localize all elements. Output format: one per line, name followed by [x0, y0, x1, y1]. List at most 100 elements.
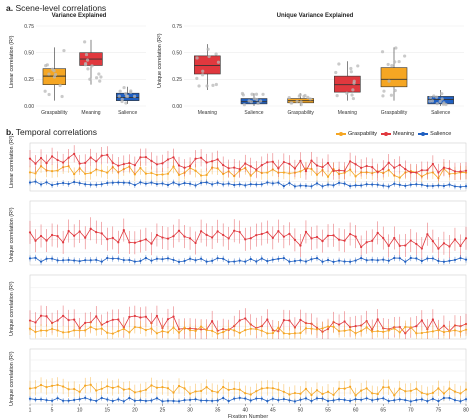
data-point [371, 330, 374, 333]
data-point [155, 163, 159, 166]
data-point [177, 400, 181, 403]
jitter-point [97, 72, 101, 76]
data-point [431, 330, 434, 333]
data-point [255, 328, 258, 331]
data-point [376, 398, 379, 401]
data-point [84, 172, 87, 175]
data-point [111, 399, 114, 403]
data-point [216, 399, 219, 402]
data-point [238, 183, 241, 186]
data-point [133, 183, 136, 187]
data-point [95, 231, 98, 234]
data-point [354, 332, 357, 335]
data-point [199, 325, 203, 328]
data-point [67, 388, 70, 391]
data-point [39, 156, 43, 160]
data-point [293, 167, 297, 170]
data-point [183, 326, 186, 329]
jitter-point [298, 93, 302, 97]
data-point [177, 164, 181, 167]
jitter-point [295, 99, 299, 104]
data-point [222, 396, 225, 400]
data-point [73, 234, 76, 237]
data-point [45, 239, 48, 242]
data-point [420, 169, 423, 172]
jitter-point [62, 48, 66, 53]
data-point [39, 398, 43, 401]
jitter-point [47, 72, 51, 76]
data-point [282, 332, 285, 335]
jitter-point [205, 84, 209, 88]
data-point [365, 241, 368, 244]
data-point [95, 328, 98, 331]
jitter-point [52, 75, 57, 79]
jitter-point [444, 102, 448, 107]
data-point [199, 156, 203, 159]
x-tick-label: 80 [463, 408, 469, 414]
data-point [73, 173, 76, 176]
data-point [288, 172, 291, 175]
x-axis-label: Fixation Number [228, 414, 269, 420]
data-point [111, 318, 114, 321]
data-point [244, 392, 247, 395]
data-point [343, 239, 346, 242]
data-point [78, 329, 81, 332]
data-point [382, 397, 385, 400]
x-tick-label: 75 [436, 408, 442, 414]
section-a-label: a. [6, 3, 14, 13]
y-tick-label: 0.75 [24, 24, 34, 30]
data-point [89, 325, 92, 329]
jitter-point [351, 96, 355, 101]
data-point [172, 181, 175, 184]
data-point [376, 171, 379, 174]
data-point [155, 314, 159, 318]
data-point [304, 260, 308, 263]
jitter-point [432, 94, 436, 98]
data-point [360, 389, 363, 392]
jitter-point [201, 69, 205, 73]
data-point [161, 386, 164, 389]
data-point [155, 332, 159, 335]
data-point [50, 184, 54, 187]
jitter-point [195, 76, 199, 80]
data-point [89, 383, 92, 386]
data-point [188, 392, 192, 395]
data-point [78, 162, 81, 165]
data-point [426, 257, 429, 260]
line-panel-3 [28, 274, 468, 340]
x-tick-label: 70 [408, 408, 414, 414]
jitter-point [254, 92, 259, 96]
data-point [299, 398, 302, 401]
data-point [56, 169, 59, 172]
data-point [227, 327, 230, 331]
data-point [277, 388, 280, 391]
data-point [166, 318, 170, 321]
series-meaning [28, 145, 468, 182]
data-point [139, 166, 142, 170]
jitter-point [98, 79, 102, 83]
jitter-point [308, 97, 312, 101]
data-point [222, 172, 225, 176]
x-tick-label: 25 [160, 408, 166, 414]
data-point [244, 238, 247, 241]
data-point [89, 156, 92, 159]
data-point [321, 240, 324, 243]
data-point [227, 167, 230, 170]
data-point [266, 332, 269, 335]
data-point [393, 182, 396, 185]
data-point [437, 171, 440, 174]
data-point [387, 386, 390, 389]
data-point [45, 329, 48, 332]
data-point [166, 331, 170, 334]
data-point [238, 388, 241, 391]
data-point [50, 257, 54, 260]
data-point [194, 398, 197, 401]
data-point [398, 244, 401, 247]
data-point [426, 400, 429, 403]
data-point [437, 184, 440, 187]
data-point [354, 175, 357, 178]
jitter-point [195, 56, 199, 60]
data-point [293, 391, 297, 395]
data-point [194, 241, 197, 245]
data-point [459, 244, 462, 248]
